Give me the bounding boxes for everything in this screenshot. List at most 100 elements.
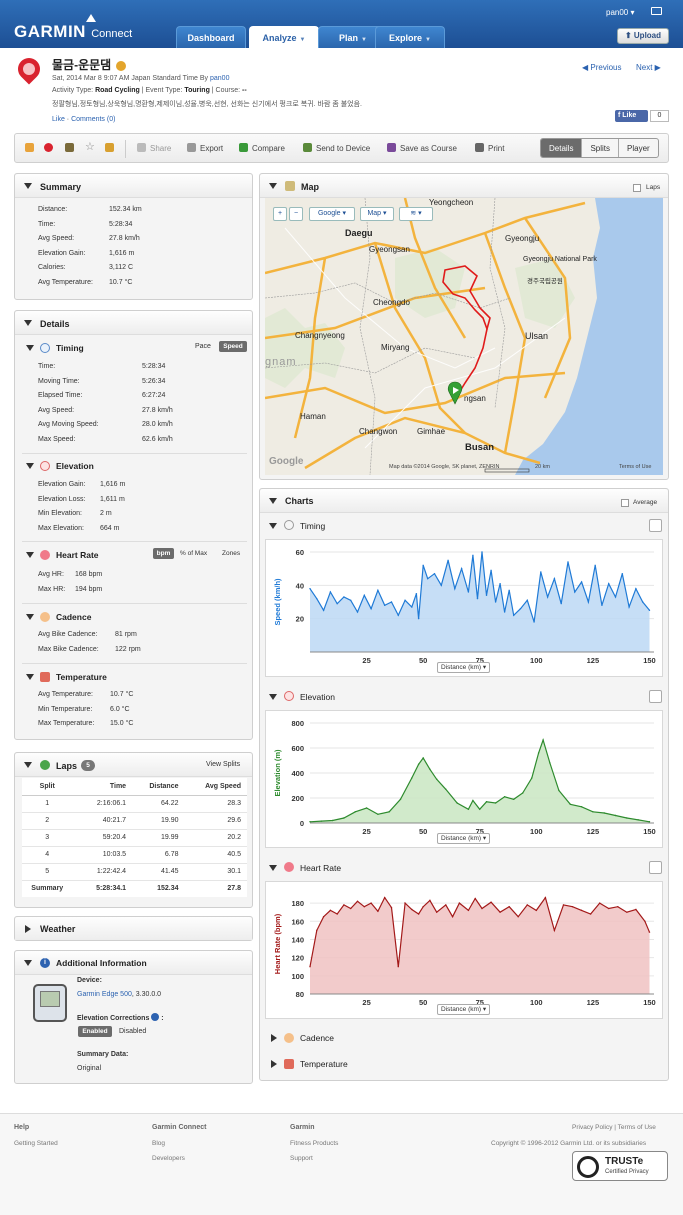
activity-description[interactable]: 정팔형님,정토형님,상욱형님,명환형,제제이님,성율,병욱,선현, 선화는 신기…: [52, 101, 362, 108]
view-splits-link[interactable]: View Splits: [206, 761, 241, 768]
layers-button[interactable]: ≋ ▾: [399, 207, 433, 221]
privacy-icon[interactable]: [116, 60, 127, 71]
comments-link[interactable]: Comments (0): [71, 116, 116, 123]
laps-row[interactable]: Summary 5:28:34.1 152.34 27.8: [22, 880, 247, 897]
badge-icon[interactable]: [105, 143, 114, 152]
fitness-products-link[interactable]: Fitness Products: [290, 1140, 339, 1147]
privacy-terms-links[interactable]: Privacy Policy | Terms of Use: [572, 1124, 656, 1131]
heart-rate-collapse-icon[interactable]: [26, 552, 34, 558]
weather-panel[interactable]: Weather: [14, 916, 253, 941]
next-link[interactable]: Next ▶: [636, 63, 661, 72]
elevation-chart-collapse-icon[interactable]: [269, 694, 277, 700]
device-link[interactable]: Garmin Edge 500: [77, 991, 132, 998]
laps-header[interactable]: [15, 753, 252, 777]
timing-collapse-icon[interactable]: [26, 345, 34, 351]
average-checkbox[interactable]: [621, 499, 629, 507]
temperature-expand-icon[interactable]: [271, 1060, 277, 1068]
export-button[interactable]: Export: [187, 143, 223, 153]
terms-of-use-link[interactable]: Terms of Use: [619, 464, 652, 470]
laps-row[interactable]: 1 2:16:06.1 64.22 28.3: [22, 795, 247, 813]
laps-column-header[interactable]: Time: [78, 778, 133, 796]
collapse-icon[interactable]: [24, 320, 32, 326]
percent-max-toggle[interactable]: % of Max: [180, 550, 208, 557]
collapse-icon[interactable]: [24, 762, 32, 768]
additional-info-header[interactable]: [15, 951, 252, 975]
map-type-select[interactable]: Map ▾: [360, 207, 394, 221]
player-view-button[interactable]: Player: [618, 139, 658, 157]
expand-chart-icon[interactable]: [649, 519, 662, 532]
route-map[interactable]: Yeongcheon Daegu Gyeongju Gyeongsan Gyeo…: [265, 198, 663, 475]
distance-select[interactable]: Distance (km) ▾: [437, 662, 491, 673]
elevation-chart[interactable]: 0 200 400 600 800 25 50 75 100 125 150 Elevation (m…: [265, 710, 663, 848]
blog-link[interactable]: Blog: [152, 1140, 166, 1147]
collapse-icon[interactable]: [269, 183, 277, 189]
zones-toggle[interactable]: Zones: [222, 550, 241, 557]
collapse-icon[interactable]: [269, 498, 277, 504]
elevation-corrections-enabled[interactable]: Enabled: [78, 1026, 112, 1037]
tab-analyze[interactable]: Analyze ▼: [249, 26, 319, 48]
temperature-chart-title[interactable]: Temperature: [300, 1059, 348, 1069]
heart-rate-chart[interactable]: 80 100 120 140 160 180 25 50 75 100 125 150 Heart Ra…: [265, 881, 663, 1019]
elevation-collapse-icon[interactable]: [26, 463, 34, 469]
event-type-value[interactable]: Touring: [184, 87, 210, 94]
upload-button[interactable]: ⬆ Upload: [617, 28, 669, 44]
bpm-toggle[interactable]: bpm: [153, 548, 174, 559]
laps-column-header[interactable]: Split: [22, 778, 79, 796]
laps-column-header[interactable]: Avg Speed: [184, 778, 247, 796]
laps-row[interactable]: 5 1:22:42.4 41.45 30.1: [22, 863, 247, 881]
laps-checkbox[interactable]: [633, 184, 641, 192]
truste-badge[interactable]: TRUSTe Certified Privacy: [572, 1151, 668, 1181]
splits-view-button[interactable]: Splits: [581, 139, 618, 157]
share-button[interactable]: Share: [137, 143, 171, 153]
timing-chart[interactable]: 20 40 60 25 50 75 100 125 150 Speed (km/h): [265, 539, 663, 677]
collapse-icon[interactable]: [24, 183, 32, 189]
charts-header[interactable]: [260, 489, 668, 513]
compare-button[interactable]: Compare: [239, 143, 285, 153]
getting-started-link[interactable]: Getting Started: [14, 1140, 58, 1147]
laps-column-header[interactable]: Distance: [132, 778, 185, 796]
distance-select[interactable]: Distance (km) ▾: [437, 1004, 491, 1015]
garmin-connect-logo[interactable]: GARMIN Connect: [14, 22, 133, 41]
author-link[interactable]: pan00: [210, 75, 230, 82]
zoom-out-button[interactable]: −: [289, 207, 303, 221]
zoom-in-button[interactable]: +: [273, 207, 287, 221]
expand-chart-icon[interactable]: [649, 861, 662, 874]
timing-chart-collapse-icon[interactable]: [269, 523, 277, 529]
cadence-collapse-icon[interactable]: [26, 614, 34, 620]
laps-row[interactable]: 4 10:03.5 6.78 40.5: [22, 846, 247, 864]
elevation-corrections-disabled[interactable]: Disabled: [119, 1028, 147, 1035]
tab-explore[interactable]: Explore ▼: [375, 26, 445, 48]
collapse-icon[interactable]: [24, 960, 32, 966]
expand-icon[interactable]: [25, 925, 31, 933]
send-to-device-button[interactable]: Send to Device: [303, 143, 370, 153]
people-icon[interactable]: [65, 143, 74, 152]
expand-chart-icon[interactable]: [649, 690, 662, 703]
support-link[interactable]: Support: [290, 1155, 313, 1162]
heart-rate-chart-collapse-icon[interactable]: [269, 865, 277, 871]
tab-dashboard[interactable]: Dashboard: [176, 26, 246, 48]
cadence-expand-icon[interactable]: [271, 1034, 277, 1042]
laps-row[interactable]: 3 59:20.4 19.99 20.2: [22, 829, 247, 847]
laps-row[interactable]: 2 40:21.7 19.90 29.6: [22, 812, 247, 830]
help-icon[interactable]: [151, 1013, 160, 1021]
speed-toggle[interactable]: Speed: [219, 341, 247, 352]
previous-link[interactable]: ◀ Previous: [582, 63, 622, 72]
like-link[interactable]: Like: [52, 116, 65, 123]
details-header[interactable]: [15, 311, 252, 335]
facebook-like-button[interactable]: f Like: [615, 110, 648, 122]
print-button[interactable]: Print: [475, 143, 504, 153]
mail-icon[interactable]: [651, 7, 662, 15]
cadence-chart-title[interactable]: Cadence: [300, 1033, 335, 1043]
developers-link[interactable]: Developers: [152, 1155, 185, 1162]
temperature-collapse-icon[interactable]: [26, 674, 34, 680]
start-marker-icon[interactable]: [447, 381, 463, 405]
distance-select[interactable]: Distance (km) ▾: [437, 833, 491, 844]
pace-toggle[interactable]: Pace: [195, 343, 211, 350]
details-view-button[interactable]: Details: [541, 139, 582, 157]
activity-title[interactable]: 물금-운문댐: [52, 56, 127, 73]
edit-icon[interactable]: [25, 143, 34, 152]
summary-header[interactable]: [15, 174, 252, 198]
map-header[interactable]: [260, 174, 668, 198]
map-provider-select[interactable]: Google ▾: [309, 207, 355, 221]
save-as-course-button[interactable]: Save as Course: [387, 143, 457, 153]
